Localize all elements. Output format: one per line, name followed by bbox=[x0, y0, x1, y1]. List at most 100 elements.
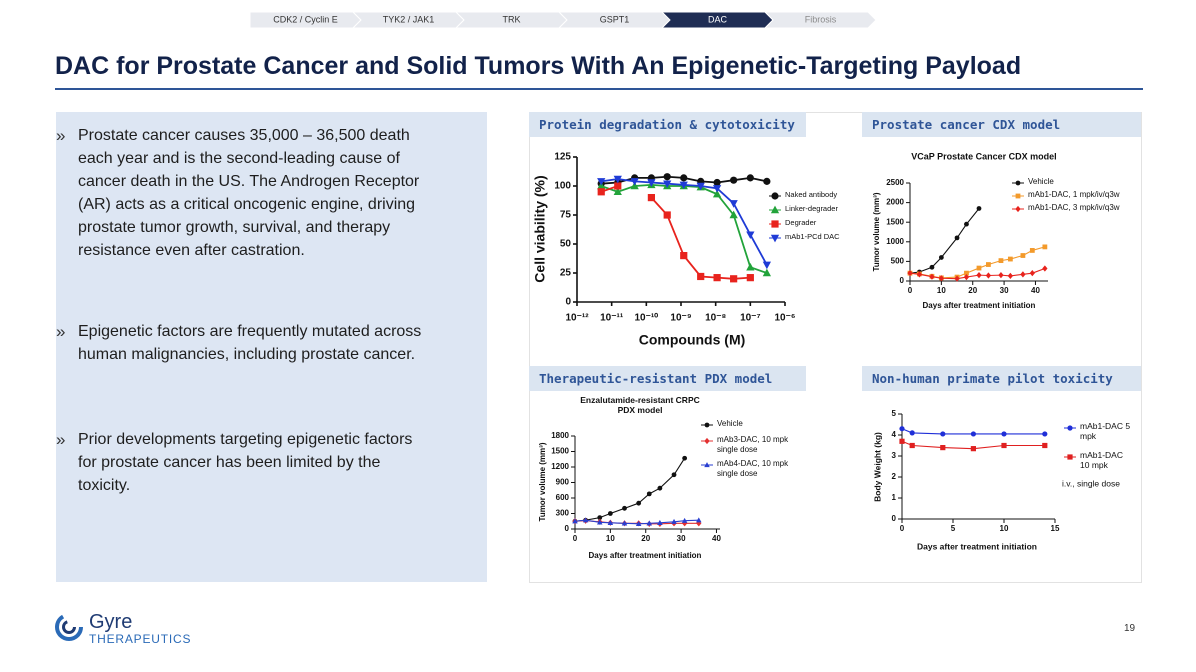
x-axis-label: Days after treatment initiation bbox=[917, 541, 1037, 551]
marker bbox=[1015, 193, 1021, 199]
marker bbox=[940, 431, 946, 437]
marker bbox=[964, 221, 969, 227]
marker bbox=[1067, 425, 1073, 431]
y-tick-label: 0 bbox=[565, 524, 570, 533]
panel-header: Therapeutic-resistant PDX model bbox=[529, 366, 806, 391]
marker bbox=[998, 258, 1004, 264]
y-tick-label: 25 bbox=[560, 268, 572, 279]
logo-subtitle: THERAPEUTICS bbox=[89, 632, 192, 646]
marker bbox=[746, 274, 754, 282]
marker bbox=[970, 446, 976, 452]
marker bbox=[712, 189, 722, 198]
marker bbox=[680, 174, 688, 182]
legend-label: mAb3-DAC, 10 mpk single dose bbox=[717, 435, 789, 454]
marker bbox=[986, 262, 991, 267]
marker bbox=[636, 500, 642, 506]
x-tick-label: 0 bbox=[900, 524, 905, 533]
x-axis-label: Days after treatment initiation bbox=[923, 301, 1036, 310]
chart-title: Enzalutamide-resistant CRPC PDX model bbox=[580, 396, 700, 415]
marker bbox=[899, 426, 905, 432]
legend-label-box: mAb3-DAC, 10 mpk single dose bbox=[717, 435, 789, 454]
x-tick-label: 10 bbox=[1000, 524, 1009, 533]
x-tick-label: 30 bbox=[1000, 286, 1009, 295]
marker bbox=[1029, 248, 1035, 253]
marker bbox=[1015, 205, 1021, 213]
marker bbox=[596, 519, 603, 525]
marker bbox=[938, 275, 945, 282]
marker bbox=[657, 519, 663, 525]
marker bbox=[671, 472, 677, 478]
marker bbox=[1007, 272, 1014, 280]
marker bbox=[909, 430, 915, 436]
legend-label: Vehicle bbox=[1028, 177, 1054, 187]
y-tick-label: 2000 bbox=[886, 198, 904, 207]
marker bbox=[597, 188, 605, 196]
legend-label-box: mAb1-DAC, 1 mpk/iv/q3w bbox=[1028, 190, 1120, 200]
marker bbox=[607, 519, 614, 525]
marker bbox=[976, 206, 982, 211]
marker bbox=[657, 485, 663, 491]
marker bbox=[679, 181, 688, 190]
bullet: Prior developments targeting epigenetic … bbox=[56, 428, 423, 497]
marker bbox=[622, 505, 627, 511]
legend-label: Vehicle bbox=[717, 419, 743, 429]
title-rule bbox=[55, 88, 1143, 90]
y-tick-label: 2500 bbox=[886, 178, 904, 187]
marker bbox=[614, 182, 622, 190]
legend-label-box: Naked antibody bbox=[785, 190, 838, 199]
marker bbox=[746, 262, 755, 271]
y-axis-label: Cell viability (%) bbox=[532, 175, 548, 282]
y-tick-label: 0 bbox=[900, 276, 905, 285]
marker bbox=[646, 520, 653, 526]
marker bbox=[1042, 244, 1048, 250]
marker bbox=[582, 517, 589, 523]
marker bbox=[963, 273, 970, 281]
marker bbox=[671, 518, 677, 524]
marker bbox=[916, 271, 923, 278]
legend-label: mAb1-DAC 10 mpk bbox=[1080, 451, 1123, 470]
marker bbox=[713, 274, 721, 282]
y-tick-label: 0 bbox=[892, 514, 897, 523]
series-line bbox=[909, 246, 1046, 279]
x-tick-label: 10⁻¹² bbox=[565, 313, 589, 324]
marker bbox=[762, 268, 772, 277]
legend-label: mAb4-DAC, 10 mpk single dose bbox=[717, 459, 789, 478]
y-axis-label: Tumor volume (mm³) bbox=[538, 442, 547, 521]
marker bbox=[663, 211, 671, 219]
marker bbox=[964, 270, 969, 276]
marker bbox=[663, 180, 672, 188]
nav-tab-label: DAC bbox=[708, 14, 728, 24]
nav-tab bbox=[763, 11, 877, 29]
series-line bbox=[600, 183, 768, 274]
marker bbox=[1020, 271, 1026, 278]
legend-label-box: mAb1-DAC 10 mpk bbox=[1080, 451, 1123, 470]
marker bbox=[613, 187, 622, 196]
x-tick-label: 5 bbox=[951, 524, 956, 533]
x-tick-label: 20 bbox=[968, 286, 977, 295]
marker bbox=[929, 264, 935, 270]
marker bbox=[730, 275, 738, 283]
y-tick-label: 2 bbox=[892, 472, 897, 481]
series-line bbox=[600, 185, 751, 280]
marker bbox=[704, 422, 710, 428]
bullet-panel: Prostate cancer causes 35,000 – 36,500 d… bbox=[56, 112, 487, 582]
marker bbox=[907, 270, 913, 277]
annotation: i.v., single dose bbox=[1062, 478, 1120, 488]
marker bbox=[1042, 442, 1048, 449]
panel-header: Non-human primate pilot toxicity bbox=[862, 366, 1141, 391]
marker bbox=[1001, 431, 1007, 437]
y-tick-label: 4 bbox=[892, 430, 897, 439]
y-tick-label: 1000 bbox=[886, 237, 904, 246]
legend-label: Naked antibody bbox=[785, 190, 838, 199]
y-tick-label: 300 bbox=[556, 509, 570, 518]
x-tick-label: 40 bbox=[712, 534, 721, 543]
marker bbox=[630, 178, 639, 186]
marker bbox=[985, 272, 992, 279]
nav-tab-label: GSPT1 bbox=[600, 14, 630, 24]
legend-label: mAb1-DAC, 1 mpk/iv/q3w bbox=[1028, 190, 1120, 200]
marker bbox=[770, 205, 780, 214]
legend-label-box: mAb4-DAC, 10 mpk single dose bbox=[717, 459, 789, 478]
marker bbox=[646, 491, 652, 497]
marker bbox=[762, 261, 772, 270]
